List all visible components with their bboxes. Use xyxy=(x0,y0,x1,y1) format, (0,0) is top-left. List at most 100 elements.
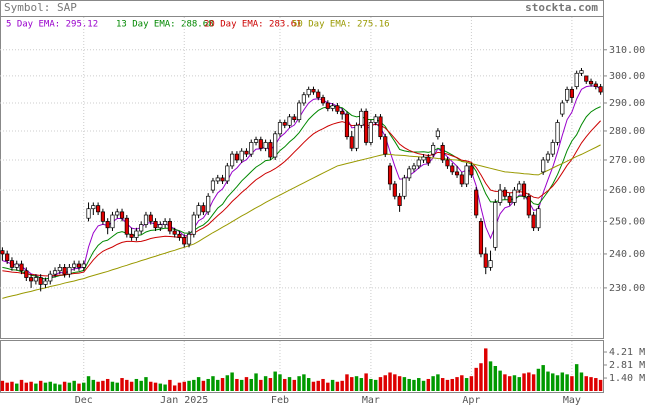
candle-body xyxy=(148,214,153,222)
candle-body xyxy=(340,110,345,115)
candle-body xyxy=(306,88,311,96)
volume-bar xyxy=(139,380,143,391)
volume-bar xyxy=(149,381,153,391)
volume-bar xyxy=(574,364,579,391)
volume-bar xyxy=(110,381,115,391)
candle-body xyxy=(445,159,450,167)
volume-bar xyxy=(259,379,263,391)
volume-bar xyxy=(43,382,48,391)
volume-bar xyxy=(15,383,19,391)
candle-body xyxy=(555,122,560,143)
candle-body xyxy=(139,224,144,232)
candle-body xyxy=(536,208,541,229)
candle-body xyxy=(186,233,192,245)
volume-bar xyxy=(426,378,431,391)
volume-bar xyxy=(354,376,359,391)
volume-bar xyxy=(445,379,450,391)
candle-body xyxy=(172,230,177,235)
candle-body xyxy=(560,102,565,115)
candle-body xyxy=(507,195,512,203)
candle-body xyxy=(24,270,29,278)
volume-bar xyxy=(311,381,316,391)
candle-body xyxy=(277,122,283,135)
candle-body xyxy=(588,80,594,85)
volume-bar xyxy=(235,378,239,391)
volume-bar xyxy=(77,383,81,391)
volume-bar xyxy=(469,376,474,391)
volume-bar xyxy=(440,378,445,391)
volume-bar xyxy=(488,361,493,391)
candle-body xyxy=(182,237,187,245)
volume-bar xyxy=(589,377,593,391)
candle-body xyxy=(450,165,455,173)
volume-bar xyxy=(19,379,24,391)
candle-body xyxy=(167,221,172,232)
volume-bar xyxy=(584,376,588,391)
candle-body xyxy=(29,277,34,282)
x-tick-label: Jan 2025 xyxy=(160,395,208,406)
volume-bar xyxy=(91,379,96,391)
candle-body xyxy=(177,233,182,238)
volume-bar xyxy=(326,382,330,391)
volume-bar xyxy=(105,378,110,391)
legend-entry: 50 Day EMA: 275.16 xyxy=(292,20,390,30)
candle-body xyxy=(191,214,196,235)
volume-bar xyxy=(503,374,507,391)
volume-bar xyxy=(287,377,292,391)
candle-body xyxy=(234,153,239,161)
volume-bar xyxy=(541,365,545,391)
symbol-label: Symbol: SAP xyxy=(4,1,77,14)
candle-body xyxy=(287,116,292,126)
volume-bar xyxy=(29,381,33,391)
candle-body xyxy=(512,189,517,203)
candle-body xyxy=(407,168,412,179)
candle-body xyxy=(387,165,393,185)
candle-body xyxy=(364,110,369,143)
candle-body xyxy=(119,211,125,219)
volume-bar xyxy=(163,384,167,391)
candle-body xyxy=(62,267,67,275)
candle-body xyxy=(163,221,168,225)
volume-bar xyxy=(72,380,76,391)
candle-body xyxy=(52,270,58,275)
candle-body xyxy=(9,260,15,268)
candle-body xyxy=(541,159,546,173)
candle-body xyxy=(584,75,589,82)
candle-body xyxy=(43,280,48,285)
candle-body xyxy=(320,97,326,104)
candle-body xyxy=(110,214,115,229)
volume-bar xyxy=(292,379,297,391)
candle-body xyxy=(253,139,259,143)
volume-bar xyxy=(460,375,464,391)
candle-body xyxy=(76,263,82,268)
volume-bar xyxy=(388,372,392,391)
candle-body xyxy=(402,177,407,197)
volume-bar xyxy=(48,381,52,391)
volume-bar xyxy=(531,374,536,391)
candle-body xyxy=(454,171,460,176)
candle-body xyxy=(517,183,522,191)
volume-bar xyxy=(555,375,560,391)
volume-bar xyxy=(273,371,277,391)
volume-bar xyxy=(373,379,378,391)
candle-body xyxy=(230,153,235,167)
candle-body xyxy=(488,260,493,268)
candle-body xyxy=(206,195,211,213)
volume-bar xyxy=(421,380,426,391)
candle-body xyxy=(273,133,278,158)
volume-bar xyxy=(579,372,584,391)
volume-bar xyxy=(168,379,172,391)
candle-body xyxy=(330,105,335,109)
volume-bar xyxy=(484,348,488,391)
candle-body xyxy=(431,144,436,155)
volume-bar xyxy=(407,378,411,391)
candle-body xyxy=(373,116,378,123)
y-tick-label: 280.00 xyxy=(609,126,645,137)
volume-bar xyxy=(230,372,234,391)
y-tick-label: 290.00 xyxy=(609,98,645,109)
volume-bar xyxy=(330,379,335,391)
candle-body xyxy=(14,263,19,268)
volume-bar xyxy=(10,381,14,391)
ema-line xyxy=(2,85,601,280)
